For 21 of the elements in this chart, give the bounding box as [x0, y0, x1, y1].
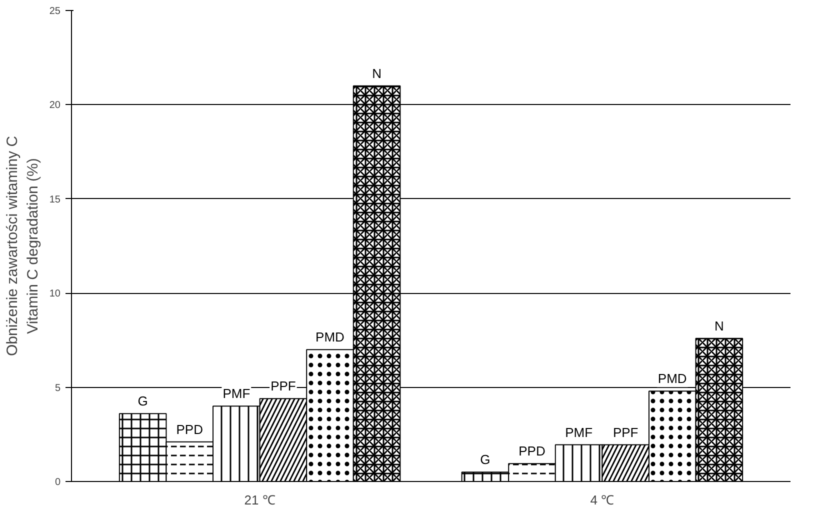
series-label: PPF: [270, 378, 296, 394]
text: PMD: [658, 371, 687, 386]
series-label: PMF: [222, 386, 250, 402]
series-label: PMD: [316, 330, 344, 345]
x-tick-label: 4 ℃: [590, 492, 614, 508]
y-tick-label: 0: [54, 477, 61, 488]
y-tick-label: 25: [49, 6, 61, 17]
y-tick-label: 10: [49, 288, 61, 300]
text: N: [714, 318, 724, 334]
series-label: G: [138, 394, 148, 409]
text: PPF: [612, 424, 638, 440]
series-label: PPD: [176, 422, 203, 437]
y-axis-title: Obniżenie zawartości witaminy C Vitamin C degradation (%): [4, 136, 42, 356]
text: PMF: [565, 424, 593, 440]
y-tick-label: 20: [49, 100, 61, 112]
x-tick-label: 21 ℃: [244, 492, 276, 508]
text: PPD: [518, 444, 546, 459]
y-tick-label: 5: [54, 382, 61, 394]
y-tick-label: 15: [49, 194, 61, 206]
text: G: [480, 452, 490, 468]
series-label: N: [372, 66, 382, 81]
